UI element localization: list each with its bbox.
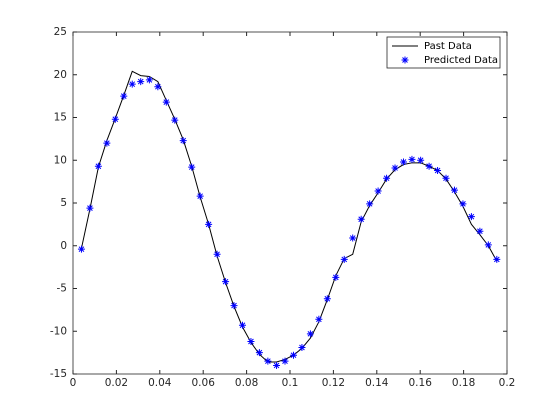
data-point <box>188 163 196 171</box>
data-point <box>315 315 323 323</box>
data-point <box>476 227 484 235</box>
data-point <box>323 295 331 303</box>
x-tick-label: 0.12 <box>322 377 345 389</box>
data-point <box>230 302 238 310</box>
data-point <box>374 187 382 195</box>
data-point <box>120 92 128 100</box>
data-point <box>196 192 204 200</box>
data-point <box>493 255 501 263</box>
data-point <box>171 116 179 124</box>
y-tick-label: 25 <box>54 26 67 38</box>
data-point <box>459 200 467 208</box>
x-tick-label: 0 <box>70 377 77 389</box>
x-tick-label: 0.04 <box>148 377 172 389</box>
data-point <box>357 215 365 223</box>
legend-marker <box>401 56 409 64</box>
data-point <box>467 213 475 221</box>
data-point <box>247 338 255 346</box>
data-point <box>366 200 374 208</box>
data-point <box>434 167 442 175</box>
data-point <box>86 204 94 212</box>
x-tick-label: 0.18 <box>452 377 475 389</box>
data-point <box>289 351 297 359</box>
x-tick-label: 0.1 <box>282 377 299 389</box>
data-point <box>349 234 357 242</box>
y-tick-label: 20 <box>54 69 67 81</box>
x-tick-label: 0.16 <box>409 377 433 389</box>
data-point <box>255 349 263 357</box>
y-tick-label: 15 <box>54 112 67 124</box>
data-point <box>264 357 272 365</box>
x-tick-label: 0.02 <box>105 377 128 389</box>
data-point <box>145 76 153 84</box>
data-line <box>80 70 498 363</box>
y-tick-label: 5 <box>60 197 67 209</box>
legend-label: Past Data <box>424 41 472 52</box>
legend-label: Predicted Data <box>424 55 498 66</box>
data-point <box>442 174 450 182</box>
data-point <box>383 174 391 182</box>
y-tick-label: -5 <box>57 283 67 295</box>
data-point <box>137 78 145 86</box>
data-point <box>399 158 407 166</box>
x-tick-label: 0.14 <box>365 377 389 389</box>
x-tick-label: 0.2 <box>499 377 516 389</box>
data-point <box>484 241 492 249</box>
data-point <box>306 330 314 338</box>
data-point <box>340 255 348 263</box>
data-point <box>103 139 111 147</box>
y-tick-label: -15 <box>50 368 67 380</box>
data-point <box>222 278 230 286</box>
legend-box <box>386 36 501 69</box>
y-tick-label: -10 <box>50 325 67 337</box>
plot-area <box>73 32 507 374</box>
x-tick-label: 0.08 <box>235 377 258 389</box>
data-point <box>450 186 458 194</box>
data-point <box>111 115 119 123</box>
axes-box <box>72 31 508 375</box>
data-point <box>213 250 221 258</box>
data-point <box>238 321 246 329</box>
data-point <box>281 357 289 365</box>
data-point <box>408 155 416 163</box>
data-point <box>128 80 136 88</box>
data-point <box>417 156 425 164</box>
data-point <box>332 273 340 281</box>
data-point <box>298 343 306 351</box>
data-point <box>179 137 187 145</box>
data-point <box>77 245 85 253</box>
data-point <box>94 162 102 170</box>
data-point <box>391 164 399 172</box>
y-tick-label: 10 <box>54 154 67 166</box>
y-tick-label: 0 <box>60 240 67 252</box>
x-tick-label: 0.06 <box>192 377 216 389</box>
data-point <box>162 98 170 106</box>
data-point <box>205 220 213 228</box>
data-point <box>425 162 433 170</box>
data-point <box>154 83 162 91</box>
data-point <box>273 361 281 369</box>
